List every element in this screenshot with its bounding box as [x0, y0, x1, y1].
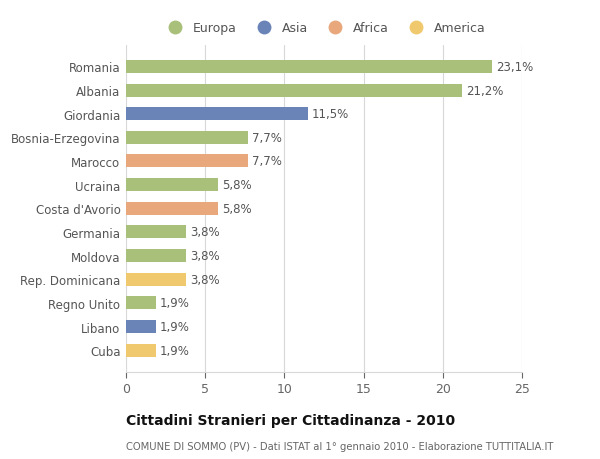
Text: 1,9%: 1,9%: [160, 344, 190, 357]
Text: 7,7%: 7,7%: [252, 155, 282, 168]
Text: 3,8%: 3,8%: [190, 273, 220, 286]
Text: 5,8%: 5,8%: [222, 202, 251, 215]
Bar: [126, 132, 248, 145]
Bar: [126, 179, 218, 192]
Text: 3,8%: 3,8%: [190, 226, 220, 239]
Bar: [126, 155, 248, 168]
Bar: [126, 320, 156, 333]
Text: 21,2%: 21,2%: [466, 84, 503, 97]
Text: 23,1%: 23,1%: [496, 61, 533, 74]
Legend: Europa, Asia, Africa, America: Europa, Asia, Africa, America: [160, 20, 488, 38]
Bar: [126, 84, 462, 97]
Bar: [126, 297, 156, 310]
Text: Cittadini Stranieri per Cittadinanza - 2010: Cittadini Stranieri per Cittadinanza - 2…: [126, 413, 455, 427]
Bar: [126, 250, 186, 263]
Text: 1,9%: 1,9%: [160, 297, 190, 310]
Bar: [126, 108, 308, 121]
Text: 3,8%: 3,8%: [190, 250, 220, 263]
Text: COMUNE DI SOMMO (PV) - Dati ISTAT al 1° gennaio 2010 - Elaborazione TUTTITALIA.I: COMUNE DI SOMMO (PV) - Dati ISTAT al 1° …: [126, 441, 553, 451]
Bar: [126, 273, 186, 286]
Bar: [126, 226, 186, 239]
Bar: [126, 202, 218, 215]
Text: 7,7%: 7,7%: [252, 132, 282, 145]
Bar: [126, 61, 492, 74]
Text: 5,8%: 5,8%: [222, 179, 251, 192]
Text: 1,9%: 1,9%: [160, 320, 190, 333]
Bar: [126, 344, 156, 357]
Text: 11,5%: 11,5%: [312, 108, 349, 121]
